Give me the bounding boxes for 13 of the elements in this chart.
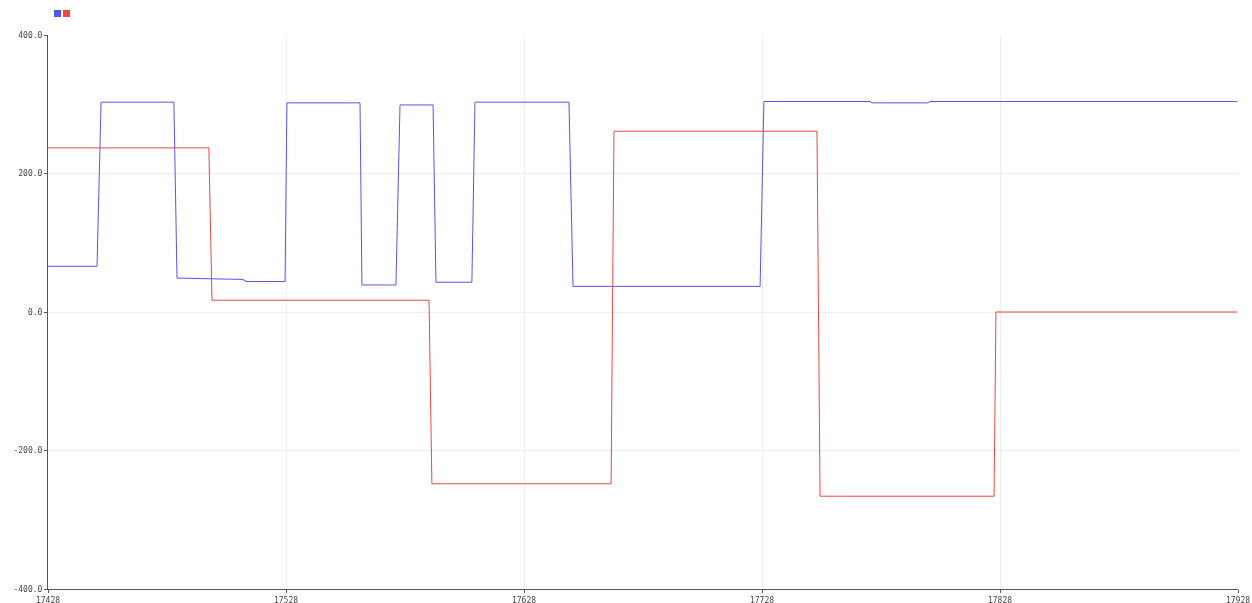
x-tick-label: 17528 <box>273 595 299 603</box>
x-tick-label: 17728 <box>749 595 775 603</box>
y-tick-label: 400.0 <box>18 30 43 40</box>
x-tick-label: 17928 <box>1225 595 1251 603</box>
x-tick-label: 17828 <box>987 595 1013 603</box>
y-tick-label: 200.0 <box>18 169 43 179</box>
line-series <box>48 130 1238 497</box>
line-series <box>48 100 1238 287</box>
y-tick-label: -200.0 <box>13 446 43 456</box>
y-tick-label: 0.0 <box>27 307 43 317</box>
y-tick-label: -400.0 <box>13 584 43 594</box>
x-tick-label: 17628 <box>511 595 537 603</box>
x-tick-label: 17428 <box>35 595 61 603</box>
